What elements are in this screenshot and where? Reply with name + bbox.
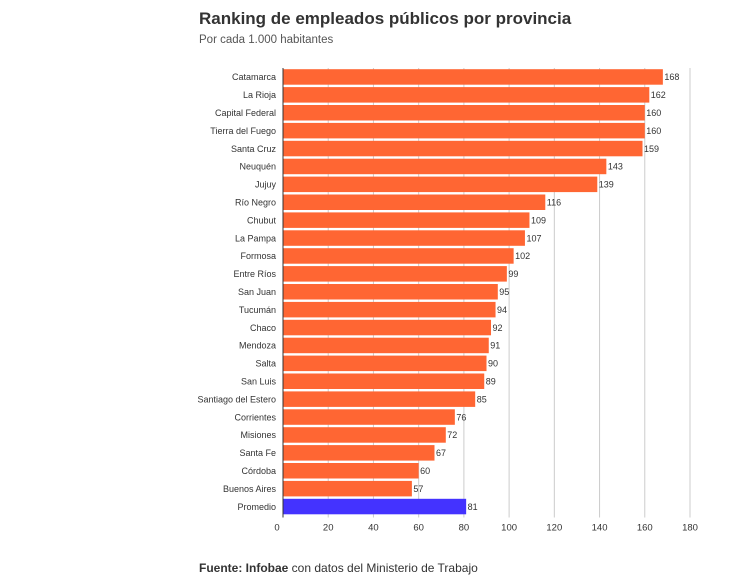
value-label: 85	[477, 394, 487, 404]
chart-subtitle: Por cada 1.000 habitantes	[199, 34, 334, 46]
bar	[283, 194, 546, 210]
category-label: Entre Ríos	[233, 269, 276, 279]
value-label: 67	[436, 448, 446, 458]
value-label: 99	[508, 269, 518, 279]
category-label: Buenos Aires	[223, 484, 277, 494]
x-tick-label: 100	[501, 523, 517, 534]
bar	[283, 319, 492, 336]
value-label: 57	[413, 484, 423, 494]
category-label: Neuquén	[239, 162, 276, 172]
bar	[283, 176, 598, 193]
category-label: San Juan	[238, 287, 276, 297]
bar	[283, 105, 645, 121]
source-text: con datos del Ministerio de Trabajo	[288, 561, 478, 575]
bar	[283, 337, 489, 354]
category-label: Mendoza	[239, 341, 276, 351]
x-tick-label: 120	[546, 523, 562, 534]
category-label: Catamarca	[232, 72, 276, 82]
value-label: 159	[644, 144, 659, 154]
category-label: Jujuy	[255, 180, 277, 190]
source-label: Fuente: Infobae	[199, 561, 289, 575]
category-label: Capital Federal	[215, 108, 276, 118]
bar	[283, 445, 435, 461]
bar	[283, 427, 446, 443]
x-tick-label: 40	[368, 523, 379, 534]
chart-title: Ranking de empleados públicos por provin…	[199, 9, 572, 28]
category-label: Chaco	[250, 323, 276, 333]
bar	[283, 498, 467, 515]
category-label: Río Negro	[235, 197, 276, 207]
bar	[283, 301, 496, 318]
value-label: 60	[420, 466, 430, 476]
category-label: Córdoba	[241, 466, 276, 476]
value-label: 102	[515, 251, 530, 261]
category-label: Corrientes	[234, 412, 276, 422]
bar	[283, 248, 514, 264]
value-label: 95	[499, 287, 509, 297]
value-label: 160	[646, 108, 661, 118]
value-label: 107	[526, 233, 541, 243]
value-label: 116	[547, 197, 561, 207]
category-label: Santiago del Estero	[197, 394, 276, 404]
bar	[283, 230, 525, 246]
value-label: 81	[468, 502, 478, 512]
category-label: Salta	[255, 359, 276, 369]
category-label: La Pampa	[235, 233, 276, 243]
value-label: 94	[497, 305, 507, 315]
value-label: 143	[608, 162, 623, 172]
x-tick-label: 60	[413, 523, 424, 534]
bar	[283, 355, 487, 372]
value-label: 139	[599, 180, 614, 190]
bar	[283, 158, 607, 175]
category-label: La Rioja	[243, 90, 276, 100]
category-label: Promedio	[237, 502, 276, 512]
x-tick-label: 140	[592, 523, 608, 534]
value-label: 92	[493, 323, 503, 333]
value-label: 162	[651, 90, 666, 100]
category-label: Misiones	[240, 430, 276, 440]
bar	[283, 122, 645, 139]
bar	[283, 284, 498, 300]
value-label: 168	[664, 72, 679, 82]
x-tick-label: 160	[637, 523, 653, 534]
value-label: 90	[488, 359, 498, 369]
bar	[283, 212, 530, 228]
category-label: Formosa	[240, 251, 276, 261]
category-label: Tucumán	[239, 305, 276, 315]
bar	[283, 69, 663, 85]
bar	[283, 266, 507, 282]
x-tick-label: 0	[274, 523, 279, 534]
bar	[283, 373, 485, 389]
bar	[283, 480, 412, 497]
category-label: Tierra del Fuego	[210, 126, 276, 136]
bar	[283, 463, 419, 479]
source-note: Fuente: Infobae con datos del Ministerio…	[199, 561, 478, 575]
value-label: 89	[486, 376, 496, 386]
category-label: San Luis	[241, 376, 277, 386]
category-label: Santa Fe	[239, 448, 276, 458]
value-label: 91	[490, 341, 500, 351]
bar	[283, 87, 650, 103]
bar	[283, 409, 455, 425]
x-tick-label: 20	[323, 523, 334, 534]
value-label: 72	[447, 430, 457, 440]
value-label: 160	[646, 126, 661, 136]
bar	[283, 391, 476, 407]
x-tick-label: 80	[459, 523, 470, 534]
bar	[283, 140, 643, 157]
category-label: Santa Cruz	[231, 144, 277, 154]
value-label: 76	[456, 412, 466, 422]
category-label: Chubut	[247, 215, 277, 225]
value-label: 109	[531, 215, 546, 225]
x-tick-label: 180	[682, 523, 698, 534]
